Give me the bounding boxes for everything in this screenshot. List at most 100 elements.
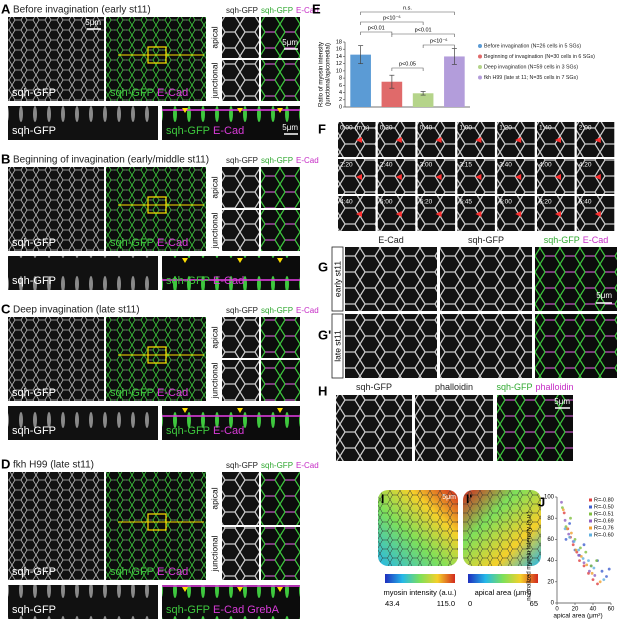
- frame-time: 6:20: [539, 199, 552, 206]
- arrowhead: [435, 211, 442, 217]
- micrograph: [222, 210, 259, 251]
- column-header: sqh-GFP: [468, 235, 504, 245]
- arrowhead: [277, 408, 283, 413]
- data-point: [567, 532, 571, 536]
- panel-letter: J: [538, 494, 545, 509]
- micrograph: [345, 314, 437, 378]
- strip-merge-label-part: sqh-GFP: [166, 275, 210, 287]
- data-point: [561, 506, 564, 509]
- y-axis-label: (junctional/apicomedial): [326, 43, 332, 106]
- legend-marker: [478, 54, 482, 59]
- micrograph: [261, 167, 300, 208]
- micrograph: [497, 159, 535, 194]
- legend-marker: [478, 65, 482, 69]
- data-point: [581, 557, 585, 560]
- row-label: junctional: [209, 535, 219, 572]
- legend-label: R=-0.60: [594, 532, 614, 538]
- x-tick-label: 60: [608, 607, 615, 613]
- y-axis-label: Ratio of myosin intensity: [319, 42, 325, 107]
- legend-marker: [589, 533, 592, 537]
- micrograph: [106, 472, 206, 580]
- crop-header: sqh-GFP sqh-GFP E-Cad: [226, 6, 319, 15]
- crop-header-part: sqh-GFP: [226, 156, 258, 165]
- column-header-part: E-Cad: [583, 235, 609, 245]
- panel-letter: G': [318, 327, 331, 342]
- arrowhead: [395, 174, 402, 180]
- crop-header-part: sqh-GFP: [226, 6, 258, 15]
- micrograph: [8, 406, 158, 440]
- legend-label: fkh H99 (late st 11; N=35 cells in 7 SGs…: [484, 75, 578, 81]
- crop-header: sqh-GFP sqh-GFP E-Cad: [226, 306, 319, 315]
- data-point: [582, 561, 586, 565]
- micrograph: [8, 585, 158, 619]
- data-point: [574, 548, 578, 552]
- micrograph: [222, 472, 259, 525]
- panel-letter: G: [318, 259, 328, 274]
- colorbar: [385, 574, 455, 583]
- micrograph: [261, 472, 300, 525]
- data-point: [591, 578, 595, 582]
- merge-label-part: sqh-GFP: [110, 87, 154, 99]
- significance-bracket: [360, 21, 424, 25]
- data-point: [585, 563, 589, 567]
- micrograph: [261, 17, 300, 58]
- legend-marker: [478, 75, 482, 80]
- micrograph: [537, 196, 575, 231]
- arrowhead: [475, 137, 482, 143]
- legend-label: R=-0.50: [594, 504, 614, 510]
- panel-letter: I': [466, 492, 472, 506]
- frame-time: 6:00: [499, 199, 512, 206]
- arrowhead: [182, 258, 188, 263]
- image-label: sqh-GFP: [12, 566, 56, 578]
- data-point: [569, 516, 572, 520]
- micrograph: [222, 527, 259, 580]
- data-point: [582, 543, 586, 547]
- arrowhead: [395, 211, 402, 217]
- frame-time: 5:45: [459, 199, 472, 206]
- bar: [412, 93, 434, 107]
- arrowhead: [555, 211, 561, 217]
- y-tick-label: 12: [336, 61, 342, 67]
- y-tick-label: 16: [336, 47, 342, 53]
- arrowhead: [237, 108, 243, 113]
- frame-time: 1:40: [539, 125, 552, 132]
- significance-label: p<10⁻⁶: [430, 37, 448, 44]
- column-header-part: sqh-GFP: [468, 235, 504, 245]
- colorbar-min: 0: [468, 599, 472, 608]
- micrograph: [440, 247, 532, 311]
- crop-header-part: sqh-GFP: [261, 306, 293, 315]
- panel-title: Beginning of invagination (early/middle …: [13, 155, 209, 166]
- data-point: [600, 569, 604, 573]
- frame-time: 6:40: [579, 199, 592, 206]
- micrograph: [106, 17, 206, 101]
- data-point: [578, 559, 581, 562]
- heatmap-outline: [463, 490, 541, 566]
- merge-label: sqh-GFP E-Cad: [110, 237, 188, 249]
- row-label-box: [331, 246, 344, 312]
- significance-label: p<0.01: [415, 27, 432, 33]
- frame-time: 2:00: [579, 125, 592, 132]
- arrowhead: [277, 108, 283, 113]
- legend-marker: [589, 512, 592, 516]
- scale-bar-label: 5μm: [596, 291, 612, 300]
- frame-time: 3:15: [459, 162, 472, 169]
- legend-label: R=-0.51: [594, 511, 614, 517]
- micrograph: [222, 167, 259, 208]
- micrograph: [261, 360, 300, 401]
- strip-merge-label: sqh-GFP E-Cad: [166, 425, 244, 437]
- column-header-part: sqh-GFP: [544, 235, 580, 245]
- data-point: [587, 559, 590, 562]
- arrowhead: [237, 587, 243, 592]
- y-tick-label: 20: [547, 579, 554, 585]
- image-label: sqh-GFP: [12, 87, 56, 99]
- scale-bar-label: 5μm: [282, 123, 298, 132]
- crop-header-part: sqh-GFP: [261, 461, 293, 470]
- arrowhead: [182, 108, 188, 113]
- x-axis-label: apical area (μm²): [553, 613, 602, 620]
- merge-label: sqh-GFP E-Cad: [110, 566, 188, 578]
- data-point: [573, 538, 577, 541]
- legend-marker: [589, 526, 592, 530]
- data-point: [575, 550, 579, 554]
- frame-time: 2:20: [340, 162, 353, 169]
- data-point: [564, 525, 568, 529]
